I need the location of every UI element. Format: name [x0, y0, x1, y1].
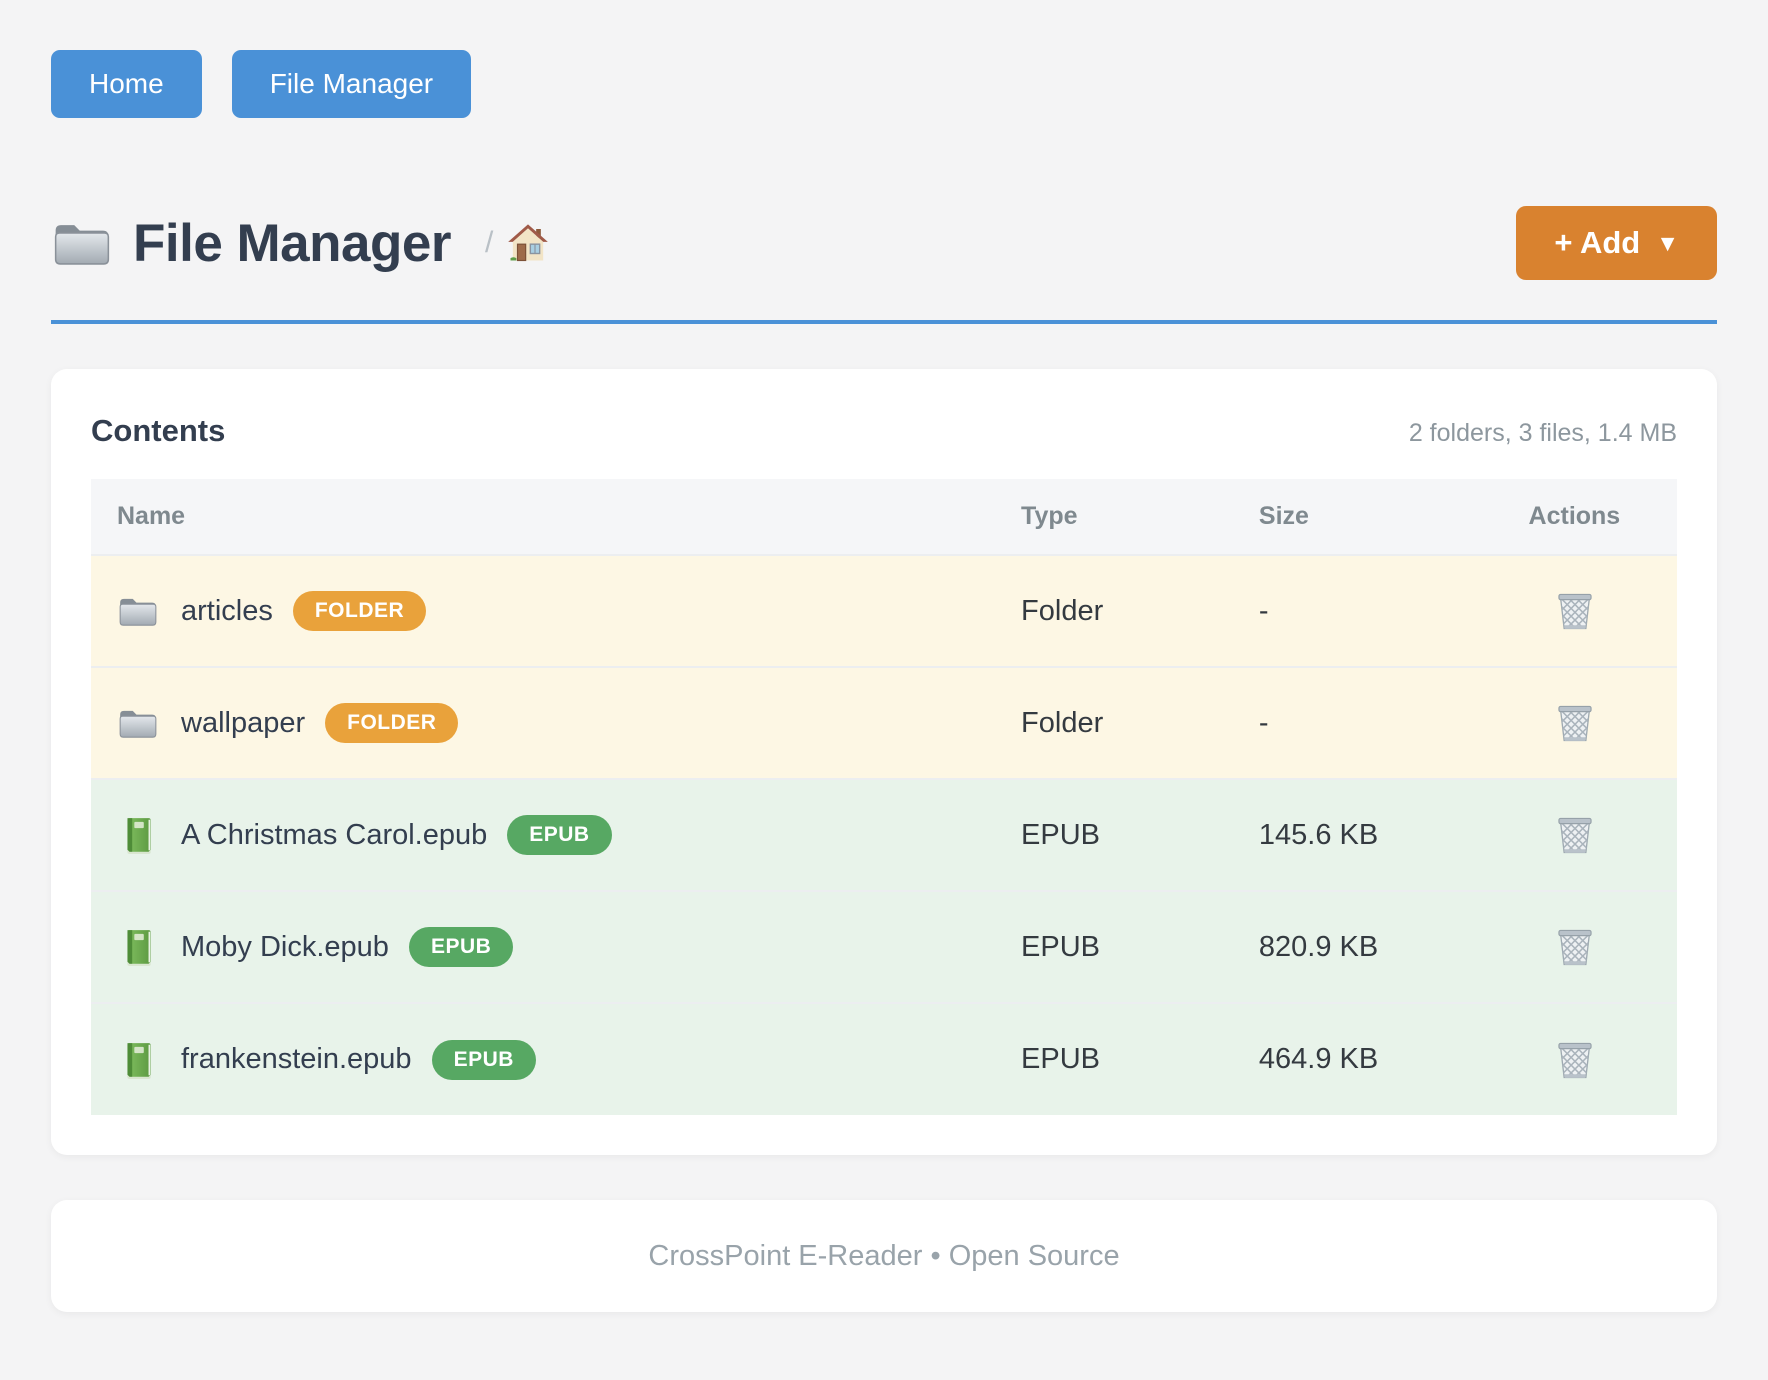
column-header-name: Name [91, 479, 996, 555]
table-row: articles FOLDER Folder - [91, 554, 1677, 667]
footer: CrossPoint E-Reader • Open Source [51, 1200, 1717, 1312]
table-row: A Christmas Carol.epub EPUB EPUB 145.6 K… [91, 778, 1677, 891]
type-badge: EPUB [507, 815, 612, 855]
file-name[interactable]: articles [181, 594, 273, 627]
breadcrumb-separator: / [484, 226, 494, 259]
contents-title: Contents [91, 413, 226, 448]
nav-home-button[interactable]: Home [51, 50, 202, 118]
home-icon[interactable] [507, 222, 549, 264]
folder-icon [117, 591, 159, 631]
type-cell: EPUB [995, 890, 1233, 1003]
contents-card: Contents 2 folders, 3 files, 1.4 MB Name… [51, 369, 1717, 1155]
footer-text: CrossPoint E-Reader • Open Source [648, 1239, 1120, 1272]
title-group: File Manager [51, 213, 451, 274]
type-cell: EPUB [995, 778, 1233, 891]
green-book-icon [117, 815, 159, 855]
size-cell: 820.9 KB [1232, 890, 1503, 1003]
table-row: Moby Dick.epub EPUB EPUB 820.9 KB [91, 890, 1677, 1003]
table-body: articles FOLDER Folder - [91, 554, 1677, 1115]
column-header-actions: Actions [1502, 479, 1677, 555]
green-book-icon [117, 1040, 159, 1080]
delete-button[interactable] [1555, 1038, 1595, 1082]
size-cell: - [1232, 554, 1503, 667]
file-name[interactable]: Moby Dick.epub [181, 930, 389, 963]
table-head: Name Type Size Actions [91, 479, 1677, 555]
type-badge: FOLDER [292, 591, 427, 631]
accent-divider [51, 320, 1717, 324]
type-cell: Folder [995, 554, 1233, 667]
table-row: wallpaper FOLDER Folder - [91, 666, 1677, 779]
top-nav: Home File Manager [51, 50, 1717, 118]
file-name[interactable]: frankenstein.epub [181, 1043, 412, 1075]
column-header-size: Size [1232, 479, 1503, 555]
column-header-type: Type [995, 479, 1233, 555]
wastebasket-icon [1555, 813, 1595, 857]
delete-button[interactable] [1555, 813, 1595, 857]
add-button-label: + Add [1554, 225, 1641, 260]
wastebasket-icon [1555, 925, 1595, 969]
file-name[interactable]: A Christmas Carol.epub [181, 818, 488, 851]
type-badge: EPUB [408, 927, 514, 967]
folder-icon [51, 216, 113, 270]
delete-button[interactable] [1555, 925, 1595, 969]
type-cell: EPUB [995, 1002, 1233, 1115]
file-table: Name Type Size Actions [91, 479, 1677, 1115]
green-book-icon [117, 927, 159, 967]
wastebasket-icon [1555, 1038, 1595, 1082]
size-cell: - [1232, 666, 1503, 779]
wastebasket-icon [1555, 589, 1595, 633]
size-cell: 464.9 KB [1232, 1002, 1503, 1115]
type-badge: FOLDER [325, 703, 459, 743]
chevron-down-icon: ▼ [1656, 229, 1679, 256]
delete-button[interactable] [1555, 701, 1595, 745]
size-cell: 145.6 KB [1232, 778, 1503, 891]
type-badge: EPUB [431, 1039, 536, 1080]
contents-card-header: Contents 2 folders, 3 files, 1.4 MB [91, 413, 1677, 449]
page-header: File Manager / + Add ▼ [51, 206, 1717, 280]
file-name[interactable]: wallpaper [181, 706, 306, 739]
wastebasket-icon [1555, 701, 1595, 745]
folder-icon [117, 703, 159, 743]
add-button[interactable]: + Add ▼ [1516, 206, 1717, 280]
breadcrumb: / [485, 222, 549, 264]
table-row: frankenstein.epub EPUB EPUB 464.9 KB [91, 1002, 1677, 1115]
page: Home File Manager File Manager / [51, 50, 1717, 1312]
page-title: File Manager [133, 213, 451, 273]
contents-summary: 2 folders, 3 files, 1.4 MB [1408, 419, 1677, 447]
delete-button[interactable] [1555, 589, 1595, 633]
nav-file-manager-button[interactable]: File Manager [231, 50, 472, 118]
type-cell: Folder [995, 666, 1233, 779]
